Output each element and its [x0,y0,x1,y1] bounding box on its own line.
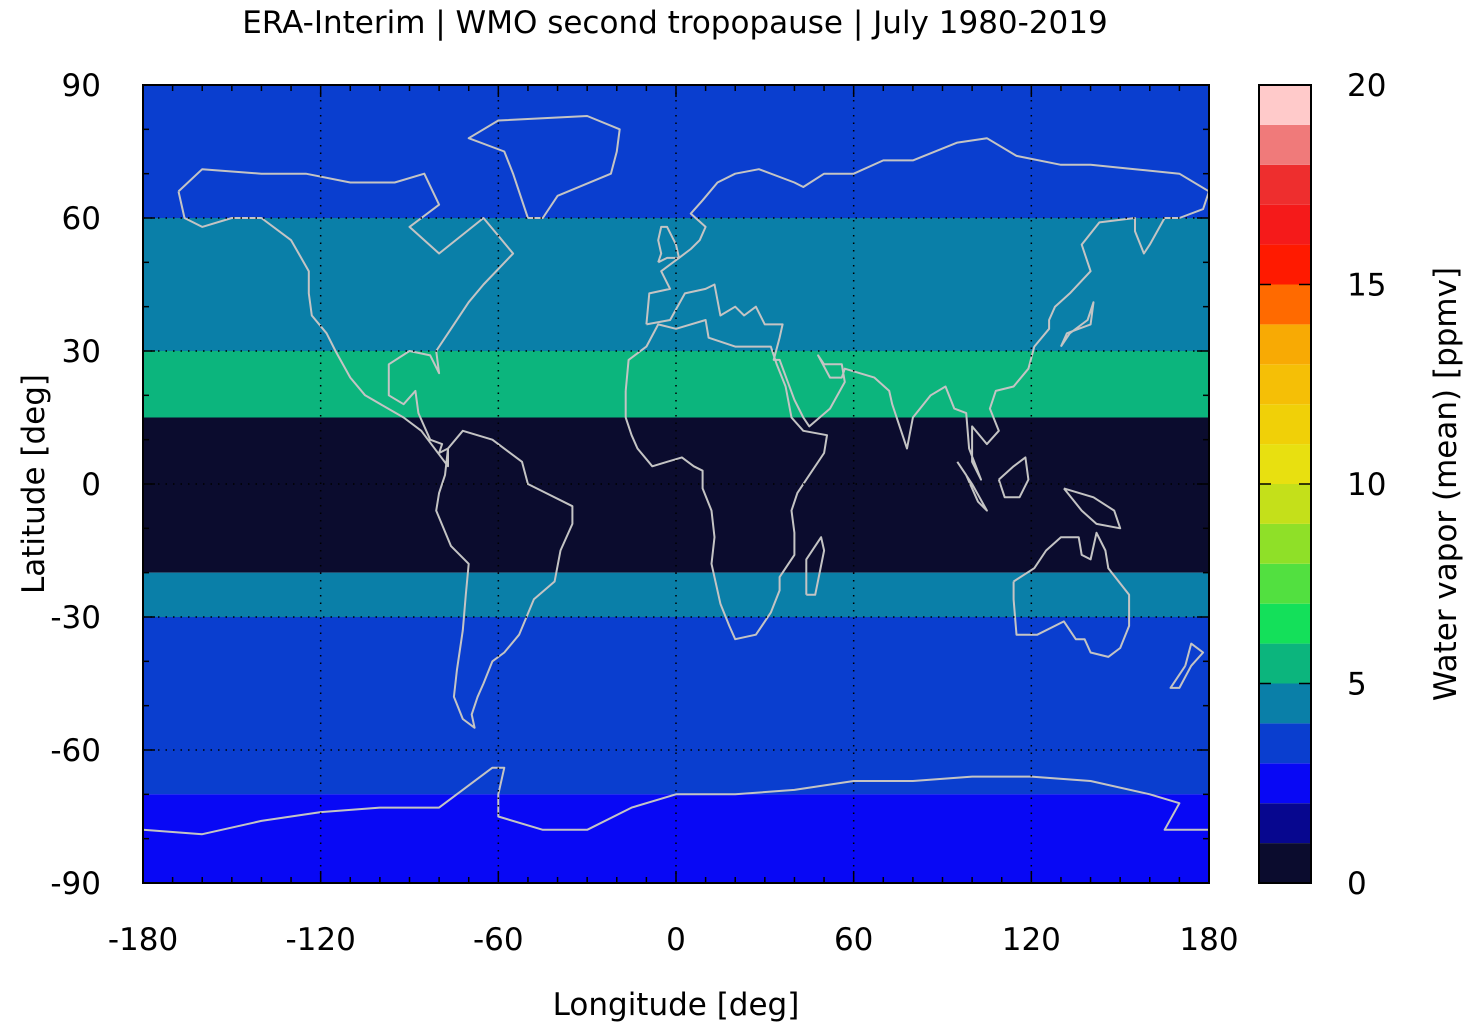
coastline [624,319,828,641]
coastline [997,456,1030,499]
grid-lines [143,85,1209,883]
y-tick-label: -90 [50,866,101,902]
coastline [1169,642,1205,689]
x-tick-label: 0 [666,922,686,958]
colorbar-tick-label: 10 [1347,467,1386,503]
coastline [467,115,621,219]
colorbar-tick-label: 15 [1347,268,1386,304]
x-tick-labels: -180 -120 -60 0 60 120 180 [108,922,1239,958]
colorbar: 20 15 10 5 0 [1258,68,1386,902]
x-tick-label: 60 [834,922,873,958]
field-band [143,794,1209,883]
colorbar-segment [1259,284,1311,325]
field-band [143,417,1209,573]
colorbar-segment [1259,843,1311,883]
axis-ticks [142,84,1210,884]
colorbar-tick-label: 0 [1347,866,1367,902]
coastline [143,766,1209,836]
coastline [1012,531,1131,658]
colorbar-tick-label: 20 [1347,68,1386,104]
coastline [657,225,680,264]
coastline [805,536,826,596]
y-tick-label: 30 [62,334,101,370]
coastlines [143,115,1209,836]
colorbar-segment [1259,603,1311,644]
colorbar-segment [1259,404,1311,445]
colorbar-segment [1259,204,1311,245]
colorbar-segment [1259,723,1311,764]
x-tick-label: -60 [473,922,524,958]
field-band [143,218,1209,351]
y-tick-label: -30 [50,600,101,636]
y-tick-labels: 90 60 30 0 -30 -60 -90 [50,68,101,902]
colorbar-segment [1259,244,1311,285]
y-tick-label: -60 [50,733,101,769]
coastline [1063,487,1122,530]
y-tick-label: 60 [62,201,101,237]
coastline [956,461,988,512]
chart-title: ERA-Interim | WMO second tropopause | Ju… [242,5,1107,41]
x-axis-label: Longitude [deg] [553,987,800,1023]
colorbar-segment [1259,124,1311,165]
colorbar-segment [1259,683,1311,724]
colorbar-tick-label: 5 [1347,667,1367,703]
colorbar-segment [1259,643,1311,684]
coastline [177,168,515,468]
colorbar-segment [1259,364,1311,405]
y-axis-label: Latitude [deg] [16,374,52,594]
field-band [143,617,1209,795]
x-tick-label: -120 [285,922,355,958]
colorbar-label: Water vapor (mean) [ppmv] [1428,267,1464,701]
colorbar-segment [1259,803,1311,844]
colorbar-segment [1259,484,1311,524]
water-vapor-map [143,85,1209,883]
y-tick-label: 90 [62,68,101,104]
colorbar-segment [1259,324,1311,365]
colorbar-segment [1259,763,1311,804]
x-tick-label: -180 [108,922,178,958]
field-band [143,351,1209,418]
coastline [435,429,574,729]
colorbar-segment [1259,563,1311,604]
colorbar-segment [1259,85,1311,125]
coastline [1059,301,1095,348]
colorbar-segment [1259,164,1311,205]
x-tick-label: 180 [1179,922,1238,958]
colorbar-segment [1259,444,1311,484]
y-tick-label: 0 [81,467,101,503]
x-tick-label: 120 [1002,922,1061,958]
colorbar-segment [1259,523,1311,564]
field-band [143,85,1209,218]
coastline [645,137,1209,481]
